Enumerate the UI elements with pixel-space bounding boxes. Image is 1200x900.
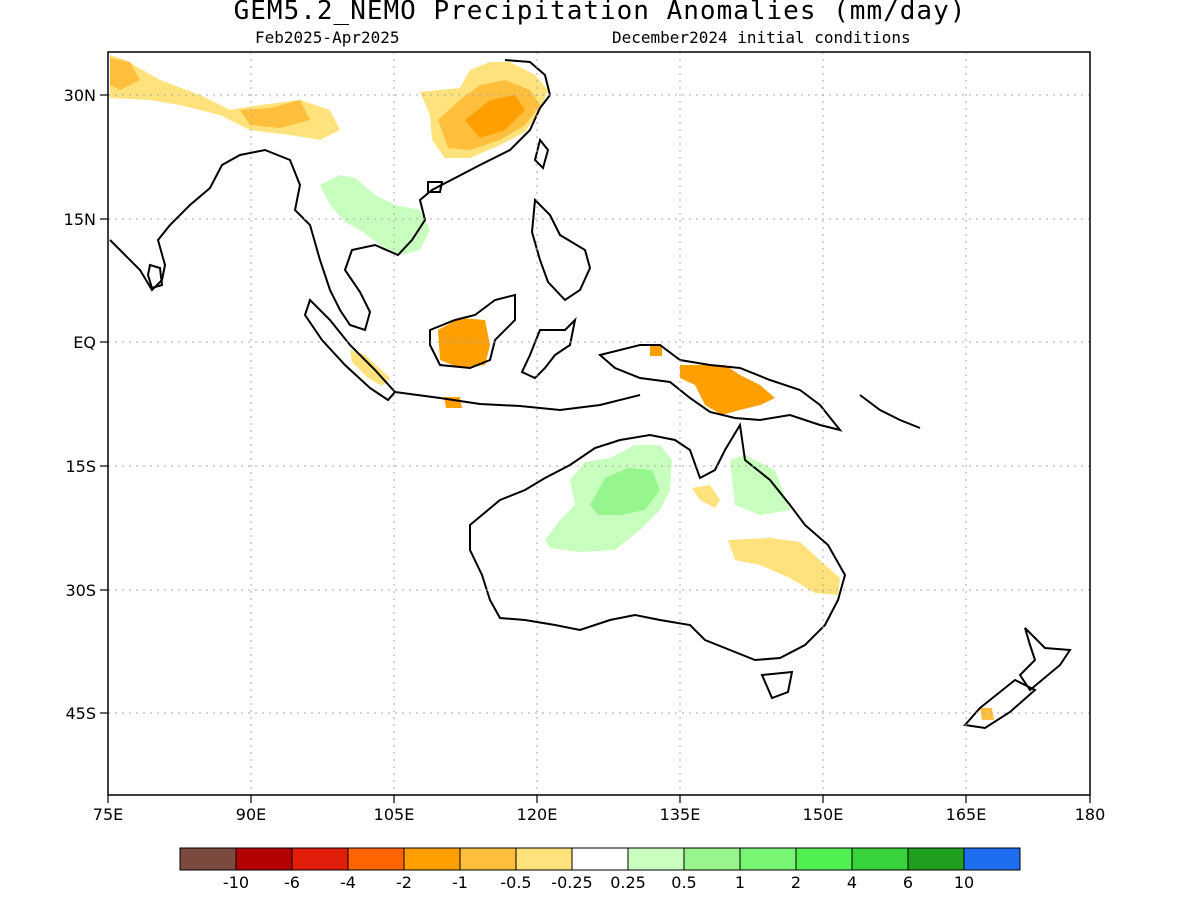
anomaly-gulf-dry [692, 485, 720, 508]
lon-label: 135E [660, 805, 701, 824]
coast-australia [469, 422, 847, 662]
coast-philippines [530, 197, 592, 302]
colorbar-swatch [403, 847, 461, 871]
coastlines [109, 59, 1072, 730]
initial-conditions: December2024 initial conditions [612, 28, 911, 47]
anomaly-nz [980, 708, 994, 720]
colorbar-label: 4 [847, 873, 857, 892]
colorbar [179, 847, 1021, 871]
coast-sulawesi [520, 316, 577, 380]
coast-tasmania [760, 670, 794, 700]
coast-taiwan [533, 137, 550, 170]
colorbar-swatch [179, 847, 237, 871]
colorbar-swatch [739, 847, 797, 871]
coast-sri-lanka [146, 263, 164, 290]
coast-solomons [859, 394, 921, 429]
lat-label: 45S [65, 704, 96, 723]
colorbar-label: -2 [396, 873, 412, 892]
anomaly-east-australia [728, 538, 840, 595]
colorbar-swatch [459, 847, 517, 871]
colorbar-label: -6 [284, 873, 300, 892]
colorbar-label: -0.5 [500, 873, 531, 892]
lon-label: 120E [517, 805, 558, 824]
anomaly-new-guinea [680, 365, 775, 415]
colorbar-swatch [515, 847, 573, 871]
colorbar-swatch [347, 847, 405, 871]
lat-label: 30S [65, 581, 96, 600]
coast-hainan [427, 181, 444, 193]
coast-new-guinea [597, 344, 843, 432]
lat-label: EQ [73, 333, 96, 352]
map-frame [107, 51, 1091, 796]
anomaly-layer [110, 55, 994, 720]
colorbar-swatch [235, 847, 293, 871]
colorbar-swatch [907, 847, 965, 871]
coast-nz-south [963, 678, 1037, 730]
colorbar-label: 2 [791, 873, 801, 892]
colorbar-label: -10 [223, 873, 249, 892]
coast-sumatra [303, 298, 397, 402]
colorbar-label: -0.25 [551, 873, 592, 892]
colorbar-swatch [963, 847, 1021, 871]
anomaly-himalaya-core2 [240, 100, 310, 128]
anomaly-himalaya-core [110, 58, 140, 90]
colorbar-swatch [627, 847, 685, 871]
coast-borneo [429, 293, 516, 370]
colorbar-label: 10 [954, 873, 974, 892]
lon-label: 165E [946, 805, 987, 824]
lon-label: 180 [1075, 805, 1106, 824]
colorbar-swatch [291, 847, 349, 871]
colorbar-label: 1 [735, 873, 745, 892]
colorbar-label: -4 [340, 873, 356, 892]
colorbar-swatch [683, 847, 741, 871]
graticule [108, 52, 1090, 795]
anomaly-sumatra [350, 350, 390, 386]
coast-java [394, 391, 641, 412]
colorbar-swatch [851, 847, 909, 871]
lat-tick-labels: 30N 15N EQ 15S 30S 45S [64, 86, 96, 723]
colorbar-labels: -10 -6 -4 -2 -1 -0.5 -0.25 0.25 0.5 1 2 4 6 10 [223, 873, 974, 892]
colorbar-label: 0.25 [610, 873, 646, 892]
map-title: GEM5.2_NEMO Precipitation Anomalies (mm/… [233, 0, 967, 26]
colorbar-swatch [571, 847, 629, 871]
coast-asia [109, 59, 552, 332]
colorbar-swatch [795, 847, 853, 871]
anomaly-indochina [320, 175, 430, 255]
lon-tick-labels: 75E 90E 105E 120E 135E 150E 165E 180 [93, 805, 1106, 824]
anomaly-himalaya [110, 55, 340, 140]
colorbar-label: 6 [903, 873, 913, 892]
lon-label: 150E [803, 805, 844, 824]
anomaly-qld-wet-light [730, 455, 790, 515]
lat-label: 30N [64, 86, 96, 105]
colorbar-label: -1 [452, 873, 468, 892]
lat-label: 15S [65, 457, 96, 476]
lat-label: 15N [64, 210, 96, 229]
anomaly-png-small [650, 346, 662, 356]
coast-nz-north [1018, 627, 1072, 692]
colorbar-label: 0.5 [671, 873, 696, 892]
lon-label: 90E [236, 805, 266, 824]
lon-label: 105E [374, 805, 415, 824]
anomaly-south-china-strong [465, 95, 525, 138]
anomaly-north-australia-core [590, 468, 660, 515]
tick-marks [100, 94, 1091, 803]
forecast-period: Feb2025-Apr2025 [255, 28, 400, 47]
anomaly-borneo [438, 318, 490, 368]
lon-label: 75E [93, 805, 123, 824]
